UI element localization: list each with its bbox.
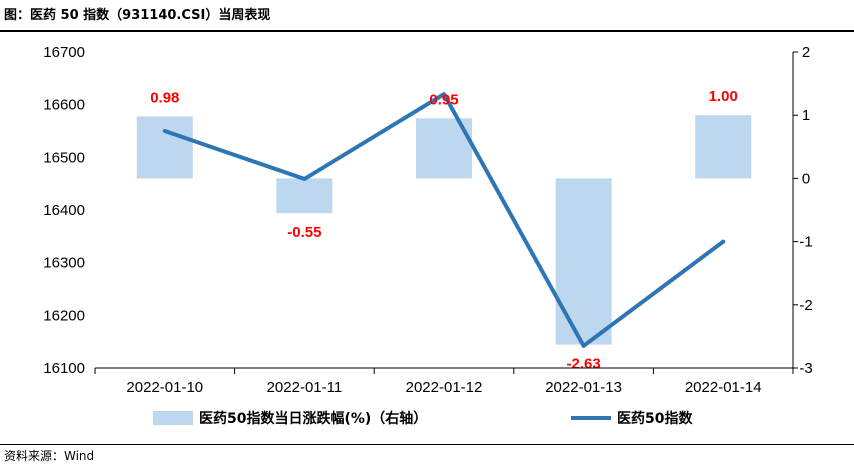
right-tick-label: -3 (799, 360, 812, 377)
left-y-axis: 16700 16600 16500 16400 16300 16200 16100 (43, 44, 85, 377)
data-label-2022-01-12: 0.95 (429, 91, 458, 108)
legend-bar-swatch (153, 411, 193, 425)
bar-series (136, 115, 752, 345)
bar-2022-01-10 (136, 116, 193, 179)
right-tick-label: 1 (802, 107, 810, 124)
data-label-2022-01-14: 1.00 (709, 88, 738, 105)
x-tick-label: 2022-01-12 (406, 379, 483, 396)
right-tick-label: 0 (802, 170, 810, 187)
chart-area: 16700 16600 16500 16400 16300 16200 16100 2 1 0 -… (43, 44, 813, 396)
x-tick-label: 2022-01-11 (267, 379, 343, 396)
legend-line-swatch (571, 416, 611, 420)
left-tick-label: 16700 (43, 44, 85, 61)
legend-bar-label: 医药50指数当日涨跌幅(%)（右轴） (199, 411, 428, 427)
left-tick-label: 16500 (43, 149, 85, 166)
left-tick-label: 16600 (43, 97, 85, 114)
x-tick-label: 2022-01-13 (545, 379, 622, 396)
left-tick-label: 16200 (43, 307, 85, 324)
line-series (162, 92, 726, 348)
right-y-axis: 2 1 0 -1 -2 -3 (792, 44, 813, 377)
left-tick-label: 16400 (43, 202, 85, 219)
data-label-2022-01-10: 0.98 (150, 89, 179, 106)
chart-title: 图：医药 50 指数（931140.CSI）当周表现 (4, 8, 271, 23)
title-divider (0, 30, 854, 32)
right-tick-label: -1 (799, 234, 812, 251)
data-label-2022-01-11: -0.55 (287, 224, 321, 241)
x-axis: 2022-01-10 2022-01-11 2022-01-12 2022-01-13… (94, 367, 794, 396)
bar-2022-01-11 (276, 178, 333, 214)
right-tick-label: 2 (802, 44, 810, 61)
left-tick-label: 16100 (43, 360, 85, 377)
source-note: 资料来源：Wind (4, 449, 95, 463)
legend-line-label: 医药50指数 (617, 411, 693, 427)
x-tick-label: 2022-01-14 (685, 379, 762, 396)
left-tick-label: 16300 (43, 255, 85, 272)
legend-line-entry: 医药50指数 (571, 408, 692, 428)
legend-bar-entry: 医药50指数当日涨跌幅(%)（右轴） (153, 408, 427, 428)
data-label-2022-01-13: -2.63 (566, 356, 600, 373)
bar-2022-01-14 (695, 115, 752, 179)
right-tick-label: -2 (799, 297, 812, 314)
bar-2022-01-13 (555, 178, 612, 345)
footer-divider (0, 444, 854, 445)
x-tick-label: 2022-01-10 (126, 379, 203, 396)
